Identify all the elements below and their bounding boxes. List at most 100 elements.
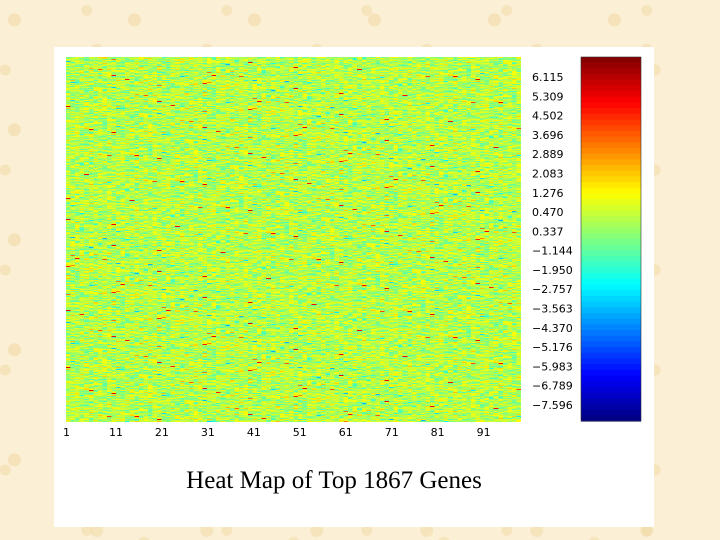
colorbar-segment	[581, 381, 641, 388]
colorbar-tick-label: −5.176	[532, 341, 573, 354]
colorbar-segment	[581, 96, 641, 104]
colorbar-segment	[581, 130, 641, 138]
colorbar-segment	[581, 170, 641, 178]
x-tick-label: 91	[477, 426, 491, 439]
colorbar-tick-label: −2.757	[532, 283, 573, 296]
heatmap-chart: 1 11 21 31 41 51 61 71 81 91 6.1155.3094.5023.696…	[63, 56, 642, 439]
colorbar-segment	[581, 102, 641, 109]
colorbar-segment	[581, 250, 641, 257]
x-tick-label: 41	[247, 426, 261, 439]
x-tick-label: 1	[63, 426, 70, 439]
colorbar-segment	[581, 153, 641, 160]
colorbar-segment	[581, 403, 641, 411]
colorbar-segment	[581, 193, 641, 200]
colorbar-segment	[581, 199, 641, 206]
colorbar-segment	[581, 398, 641, 405]
colorbar-tick-label: −3.563	[532, 303, 573, 316]
colorbar-segment	[581, 221, 641, 229]
colorbar-segment	[581, 74, 641, 81]
colorbar-segment	[581, 79, 641, 87]
chart-title-text: Heat Map of Top 1867 Genes	[186, 467, 482, 494]
colorbar-segment	[581, 256, 641, 263]
colorbar-segment	[581, 273, 641, 280]
x-tick-label: 71	[385, 426, 399, 439]
colorbar-segment	[581, 386, 641, 394]
colorbar-tick-label: −5.983	[532, 360, 573, 373]
colorbar	[580, 56, 642, 422]
colorbar-tick-label: 2.083	[532, 167, 564, 180]
colorbar-segment	[581, 182, 641, 189]
colorbar-segment	[581, 125, 641, 132]
colorbar-segment	[581, 324, 641, 331]
colorbar-segment	[581, 352, 641, 360]
colorbar-segment	[581, 318, 641, 325]
colorbar-segment	[581, 335, 641, 342]
colorbar-segment	[581, 142, 641, 149]
colorbar-segment	[581, 239, 641, 246]
colorbar-segment	[581, 330, 641, 337]
chart-title: Heat Map of Top 1867 Genes	[54, 467, 654, 495]
colorbar-segment	[581, 187, 641, 195]
colorbar-segment	[581, 227, 641, 234]
colorbar-tick-label: 5.309	[532, 90, 564, 103]
colorbar-segment	[581, 278, 641, 286]
colorbar-segment	[581, 85, 641, 92]
x-tick-label: 81	[431, 426, 445, 439]
colorbar-tick-label: 3.696	[532, 129, 564, 142]
colorbar-segment	[581, 358, 641, 365]
colorbar-segment	[581, 392, 641, 399]
colorbar-segment	[581, 369, 641, 377]
colorbar-segment	[581, 204, 641, 212]
colorbar-segment	[581, 284, 641, 291]
colorbar-segment	[581, 364, 641, 371]
colorbar-segment	[581, 108, 641, 115]
colorbar-segment	[581, 159, 641, 166]
colorbar-tick-label: 6.115	[532, 71, 564, 84]
colorbar-ticks: 6.115 5.309 4.502 3.696 2.889 2.083 1.276 0.470…	[532, 71, 573, 412]
x-tick-label: 31	[201, 426, 215, 439]
colorbar-tick-label: −4.370	[532, 322, 573, 335]
colorbar-tick-label: −1.144	[532, 245, 573, 258]
heatmap-area	[66, 57, 521, 422]
colorbar-tick-label: −1.950	[532, 264, 573, 277]
colorbar-segment	[581, 91, 641, 98]
x-tick-label: 51	[293, 426, 307, 439]
colorbar-segment	[581, 165, 641, 172]
colorbar-segment	[581, 375, 641, 382]
colorbar-segment	[581, 267, 641, 274]
colorbar-tick-label: 4.502	[532, 110, 564, 123]
colorbar-segment	[581, 312, 641, 320]
colorbar-tick-label: 2.889	[532, 148, 564, 161]
colorbar-segment	[581, 62, 641, 69]
colorbar-segment	[581, 307, 641, 314]
colorbar-tick-label: −6.789	[532, 380, 573, 393]
colorbar-segment	[581, 176, 641, 183]
x-tick-label: 61	[339, 426, 353, 439]
colorbar-segment	[581, 244, 641, 251]
colorbar-segment	[581, 210, 641, 217]
colorbar-border	[580, 56, 642, 422]
x-axis-ticks: 1 11 21 31 41 51 61 71 81 91	[63, 426, 491, 439]
x-tick-label: 21	[155, 426, 169, 439]
colorbar-segment	[581, 119, 641, 126]
heatmap-cells	[66, 57, 521, 422]
colorbar-segment	[581, 341, 641, 348]
colorbar-segment	[581, 415, 641, 422]
colorbar-segment	[581, 233, 641, 240]
colorbar-segment	[581, 136, 641, 143]
colorbar-segment	[581, 148, 641, 155]
colorbar-segment	[581, 301, 641, 308]
colorbar-segment	[581, 68, 641, 75]
x-tick-label: 11	[109, 426, 123, 439]
colorbar-segment	[581, 113, 641, 121]
colorbar-tick-label: −7.596	[532, 399, 573, 412]
colorbar-segment	[581, 295, 641, 303]
figure-panel: 1 11 21 31 41 51 61 71 81 91 6.115 5.309 4.502 3.696…	[54, 47, 654, 527]
colorbar-segment	[581, 347, 641, 354]
colorbar-tick-label: 1.276	[532, 187, 564, 200]
colorbar-tick-label: 0.470	[532, 206, 564, 219]
colorbar-segment	[581, 216, 641, 223]
colorbar-segment	[581, 261, 641, 269]
colorbar-tick-label: 0.337	[532, 225, 564, 238]
colorbar-segment	[581, 57, 641, 64]
